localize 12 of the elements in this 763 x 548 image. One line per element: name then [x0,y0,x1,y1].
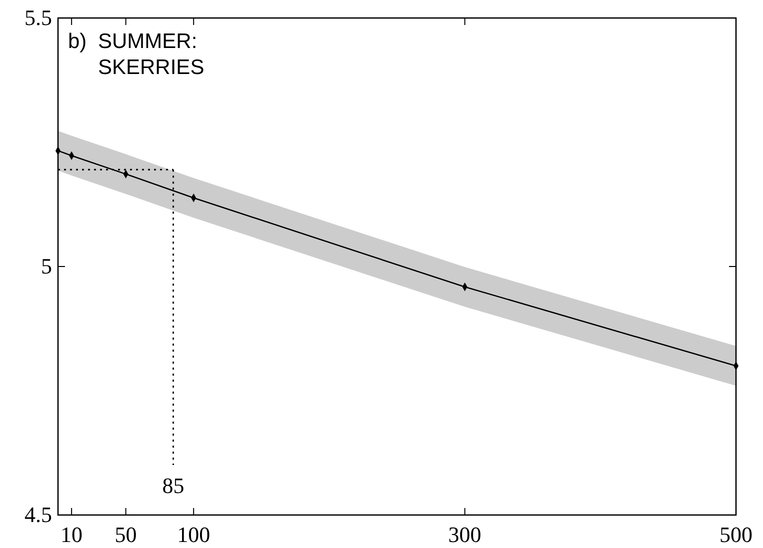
ref-line-label: 85 [162,473,184,498]
y-tick-label: 5.5 [24,5,52,30]
x-tick-label: 300 [448,522,482,547]
annotation: b) [68,30,87,53]
x-tick-label: 50 [114,522,137,547]
annotation: SUMMER: [98,30,198,53]
y-tick-label: 4.5 [24,502,52,527]
x-tick-label: 500 [720,522,752,547]
x-tick-label: 100 [177,522,210,547]
y-tick-label: 5 [41,254,52,278]
x-tick-label: 10 [60,522,83,547]
annotation: SKERRIES [98,56,204,79]
